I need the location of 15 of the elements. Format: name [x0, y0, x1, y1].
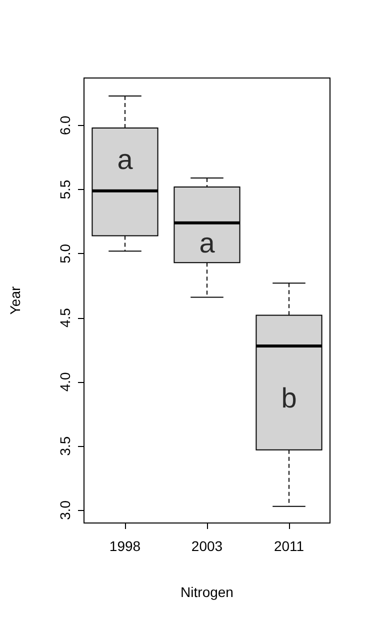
y-axis-title: Year: [7, 286, 23, 315]
annotation: b: [281, 382, 297, 414]
y-tick-label: 3.5: [57, 436, 73, 456]
annotation: a: [199, 227, 216, 258]
y-tick-label: 6.0: [57, 116, 73, 136]
x-tick-label: 1998: [109, 538, 141, 554]
y-tick-label: 4.5: [57, 308, 73, 328]
y-tick-label: 5.5: [57, 180, 73, 200]
x-tick-label: 2003: [191, 538, 223, 554]
annotation: a: [117, 144, 134, 175]
y-tick-label: 4.0: [57, 372, 73, 392]
x-axis-title: Nitrogen: [180, 584, 234, 600]
y-tick-label: 5.0: [57, 244, 73, 264]
x-tick-label: 2011: [274, 538, 304, 554]
y-tick-label: 3.0: [57, 500, 73, 520]
